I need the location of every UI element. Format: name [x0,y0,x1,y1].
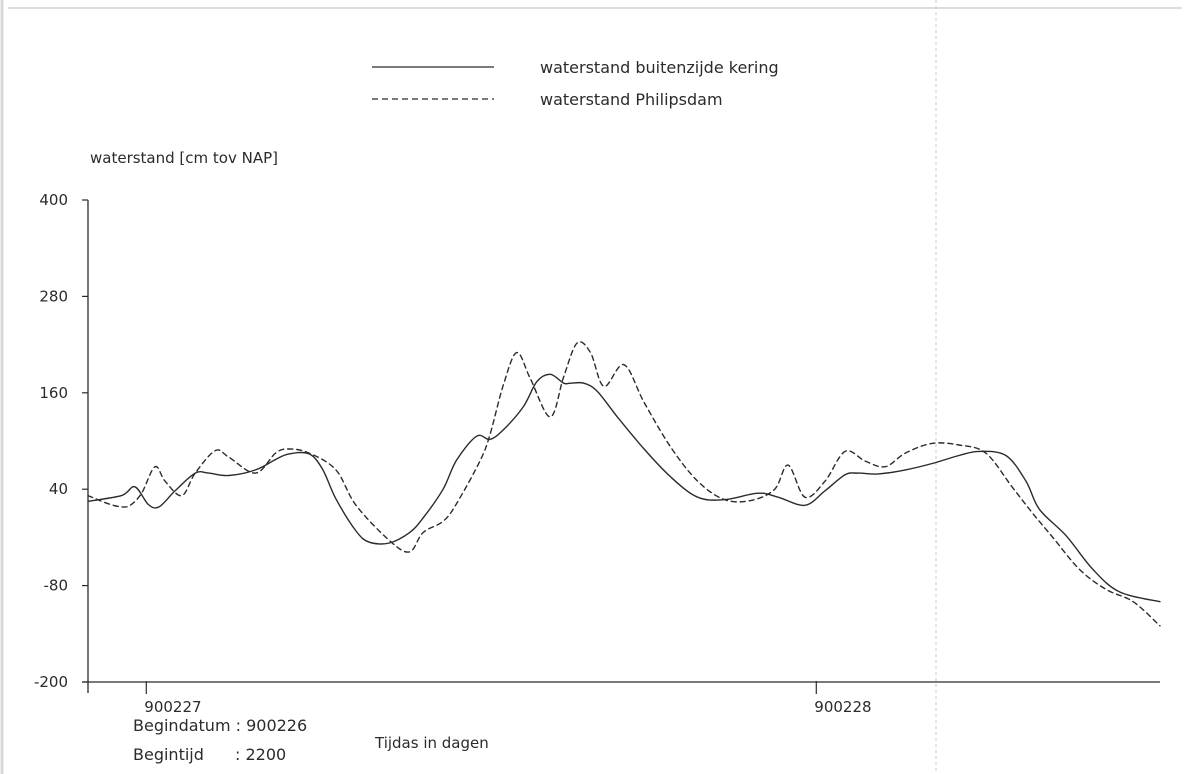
y-tick-label: 280 [39,287,68,305]
y-ticks: 400 280 160 40 -80 -200 [34,191,88,691]
y-tick-label: 160 [39,384,68,402]
legend-label-philipsdam: waterstand Philipsdam [540,90,723,109]
y-tick-label: 400 [39,191,68,209]
begintijd-label: Begintijd [133,745,204,764]
x-axis-title: Tijdas in dagen [374,734,489,752]
x-tick-label: 900227 [144,698,201,716]
y-tick-label: 40 [49,480,68,498]
x-ticks: 900227 900228 [144,681,872,716]
legend: waterstand buitenzijde kering waterstand… [372,58,779,109]
y-axis-title: waterstand [cm tov NAP] [90,149,278,167]
y-tick-label: -80 [44,577,69,595]
begintijd-value: : 2200 [235,745,286,764]
legend-label-buitenzijde: waterstand buitenzijde kering [540,58,779,77]
x-tick-label: 900228 [814,698,871,716]
series-layer [87,341,1161,627]
series-line-buitenzijde [87,373,1161,603]
begindatum-label: Begindatum : 900226 [133,716,307,735]
y-tick-label: -200 [34,673,68,691]
series-line-philipsdam [87,341,1161,627]
